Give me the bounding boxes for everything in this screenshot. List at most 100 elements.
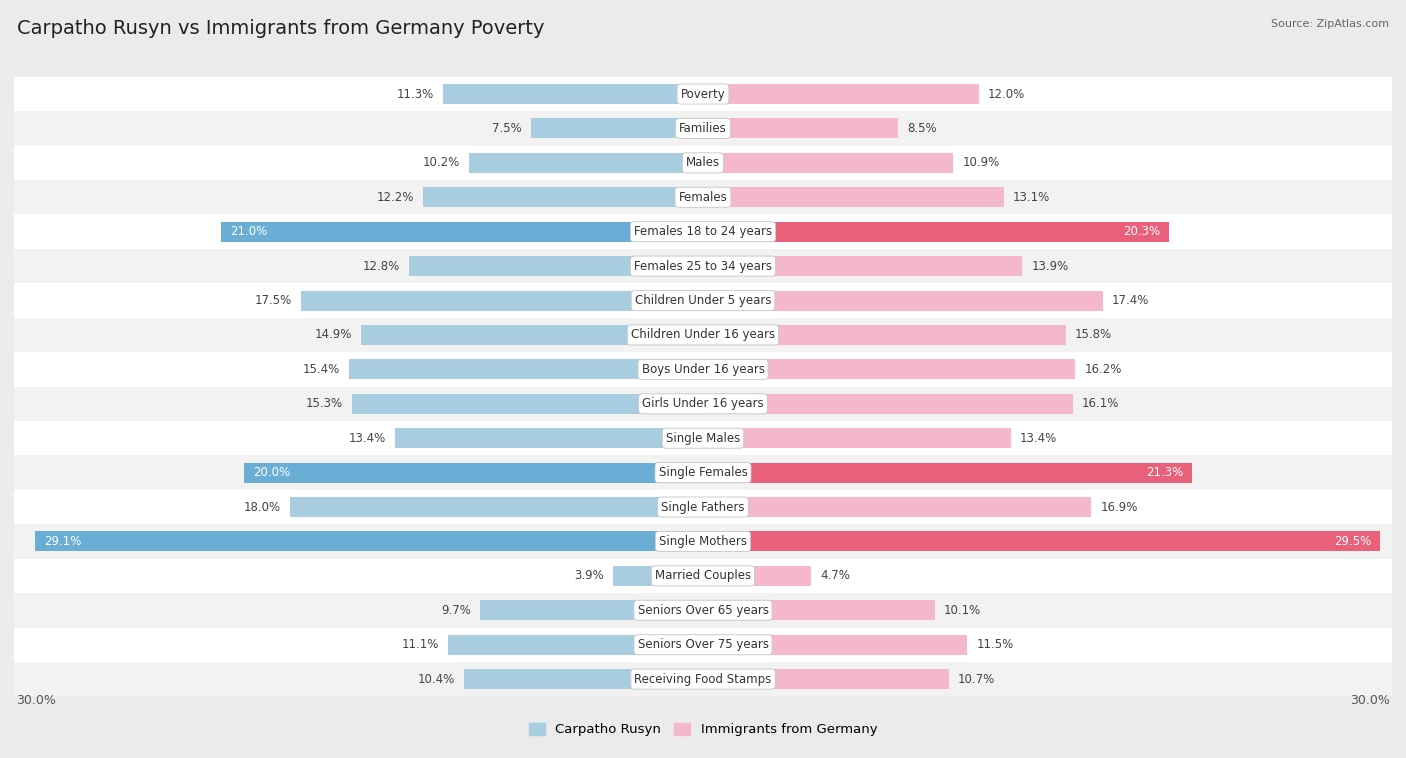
Bar bbox=[703, 256, 1022, 276]
Text: Poverty: Poverty bbox=[681, 87, 725, 101]
Text: Receiving Food Stamps: Receiving Food Stamps bbox=[634, 672, 772, 686]
Bar bbox=[703, 118, 898, 139]
Text: 17.5%: 17.5% bbox=[254, 294, 292, 307]
Text: 20.0%: 20.0% bbox=[253, 466, 290, 479]
Bar bbox=[703, 669, 949, 689]
Text: 21.3%: 21.3% bbox=[1146, 466, 1182, 479]
Bar bbox=[14, 490, 1392, 525]
Bar bbox=[443, 84, 703, 104]
Bar bbox=[290, 497, 703, 517]
Bar bbox=[14, 146, 1392, 180]
Bar bbox=[221, 222, 703, 242]
Bar bbox=[703, 634, 967, 655]
Text: 11.1%: 11.1% bbox=[402, 638, 439, 651]
Bar bbox=[14, 249, 1392, 283]
Text: 29.1%: 29.1% bbox=[44, 535, 82, 548]
Bar bbox=[349, 359, 703, 379]
Bar bbox=[14, 77, 1392, 111]
Bar bbox=[14, 283, 1392, 318]
Bar bbox=[703, 222, 1170, 242]
Text: Girls Under 16 years: Girls Under 16 years bbox=[643, 397, 763, 410]
Bar bbox=[14, 352, 1392, 387]
Bar bbox=[703, 600, 935, 620]
Text: 10.9%: 10.9% bbox=[963, 156, 1000, 169]
Text: 8.5%: 8.5% bbox=[907, 122, 936, 135]
Text: 18.0%: 18.0% bbox=[243, 500, 280, 513]
Bar bbox=[361, 325, 703, 345]
Bar bbox=[14, 593, 1392, 628]
Bar bbox=[395, 428, 703, 448]
Bar bbox=[301, 290, 703, 311]
Bar bbox=[468, 153, 703, 173]
Text: 16.1%: 16.1% bbox=[1083, 397, 1119, 410]
Bar bbox=[14, 662, 1392, 697]
Text: Single Fathers: Single Fathers bbox=[661, 500, 745, 513]
Bar bbox=[481, 600, 703, 620]
Text: Seniors Over 75 years: Seniors Over 75 years bbox=[637, 638, 769, 651]
Bar bbox=[14, 180, 1392, 215]
Text: 14.9%: 14.9% bbox=[315, 328, 352, 341]
Text: 20.3%: 20.3% bbox=[1123, 225, 1160, 238]
Text: 10.1%: 10.1% bbox=[945, 604, 981, 617]
Text: Females 25 to 34 years: Females 25 to 34 years bbox=[634, 260, 772, 273]
Text: 10.2%: 10.2% bbox=[422, 156, 460, 169]
Bar bbox=[35, 531, 703, 551]
Text: 21.0%: 21.0% bbox=[231, 225, 267, 238]
Text: 16.2%: 16.2% bbox=[1084, 363, 1122, 376]
Bar bbox=[14, 215, 1392, 249]
Text: 12.2%: 12.2% bbox=[377, 191, 413, 204]
Bar bbox=[703, 497, 1091, 517]
Bar bbox=[703, 187, 1004, 207]
Bar bbox=[703, 462, 1192, 483]
Text: 13.4%: 13.4% bbox=[1019, 432, 1057, 445]
Text: 11.5%: 11.5% bbox=[976, 638, 1014, 651]
Text: Single Males: Single Males bbox=[666, 432, 740, 445]
Bar bbox=[14, 111, 1392, 146]
Text: 12.0%: 12.0% bbox=[988, 87, 1025, 101]
Text: 29.5%: 29.5% bbox=[1334, 535, 1371, 548]
Text: 10.4%: 10.4% bbox=[418, 672, 456, 686]
Text: 30.0%: 30.0% bbox=[17, 694, 56, 707]
Bar bbox=[409, 256, 703, 276]
Text: Families: Families bbox=[679, 122, 727, 135]
Text: 15.4%: 15.4% bbox=[302, 363, 340, 376]
Bar bbox=[14, 421, 1392, 456]
Bar bbox=[14, 628, 1392, 662]
Text: Single Females: Single Females bbox=[658, 466, 748, 479]
Bar bbox=[703, 566, 811, 586]
Bar bbox=[14, 559, 1392, 593]
Bar bbox=[703, 394, 1073, 414]
Text: Males: Males bbox=[686, 156, 720, 169]
Text: Seniors Over 65 years: Seniors Over 65 years bbox=[637, 604, 769, 617]
Text: Boys Under 16 years: Boys Under 16 years bbox=[641, 363, 765, 376]
Bar bbox=[703, 325, 1066, 345]
Text: 12.8%: 12.8% bbox=[363, 260, 399, 273]
Text: 15.3%: 15.3% bbox=[305, 397, 343, 410]
Text: 3.9%: 3.9% bbox=[575, 569, 605, 582]
Bar bbox=[14, 525, 1392, 559]
Bar bbox=[703, 84, 979, 104]
Text: 9.7%: 9.7% bbox=[441, 604, 471, 617]
Bar bbox=[703, 153, 953, 173]
Text: Children Under 16 years: Children Under 16 years bbox=[631, 328, 775, 341]
Text: Females: Females bbox=[679, 191, 727, 204]
Text: 4.7%: 4.7% bbox=[820, 569, 851, 582]
Text: 30.0%: 30.0% bbox=[1350, 694, 1389, 707]
Bar bbox=[423, 187, 703, 207]
Bar bbox=[14, 387, 1392, 421]
Text: Source: ZipAtlas.com: Source: ZipAtlas.com bbox=[1271, 19, 1389, 29]
Text: 15.8%: 15.8% bbox=[1076, 328, 1112, 341]
Bar bbox=[449, 634, 703, 655]
Text: Married Couples: Married Couples bbox=[655, 569, 751, 582]
Text: Children Under 5 years: Children Under 5 years bbox=[634, 294, 772, 307]
Text: 7.5%: 7.5% bbox=[492, 122, 522, 135]
Bar bbox=[613, 566, 703, 586]
Legend: Carpatho Rusyn, Immigrants from Germany: Carpatho Rusyn, Immigrants from Germany bbox=[523, 718, 883, 741]
Bar bbox=[703, 428, 1011, 448]
Bar bbox=[703, 531, 1381, 551]
Text: 11.3%: 11.3% bbox=[396, 87, 434, 101]
Bar bbox=[14, 456, 1392, 490]
Bar bbox=[14, 318, 1392, 352]
Text: 13.9%: 13.9% bbox=[1032, 260, 1069, 273]
Bar bbox=[703, 359, 1076, 379]
